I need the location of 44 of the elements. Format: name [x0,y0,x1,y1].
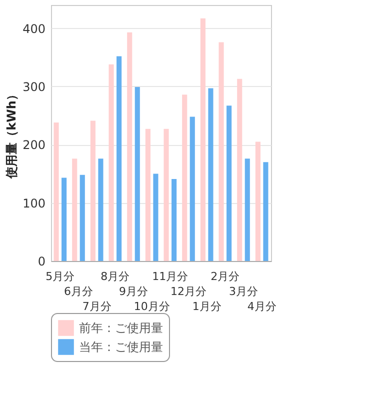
bar [108,64,114,261]
bar [153,174,158,261]
bar [255,142,260,261]
x-tick-label: 3月分 [229,285,258,298]
bar [164,128,169,261]
legend-label: 前年：ご使用量 [79,321,163,335]
x-tick-label: 6月分 [64,285,93,298]
y-tick-label: 100 [22,196,46,210]
y-tick-label: 0 [38,254,46,268]
x-tick-label: 9月分 [119,285,148,298]
x-tick-label: 12月分 [170,285,206,298]
bar [208,88,214,261]
bar [98,158,104,261]
x-tick-label: 8月分 [100,270,130,283]
bar [145,128,150,261]
x-tick-label: 7月分 [82,300,112,313]
x-tick-label: 4月分 [247,300,276,313]
y-tick-label: 300 [22,80,46,94]
bar [134,87,140,261]
bar [127,32,132,261]
bar [237,78,242,261]
bar [263,162,268,261]
bar [116,56,122,261]
bar [200,18,206,261]
y-axis-title: 使用量（kWh） [4,88,19,180]
bar [172,178,177,261]
bar [218,42,224,261]
bar [80,174,85,261]
x-tick-label: 5月分 [46,270,75,283]
x-tick-label: 10月分 [134,300,170,313]
bar [190,116,195,261]
bar [54,122,59,261]
bar [244,158,250,261]
y-tick-label: 400 [22,22,46,36]
bar [90,120,96,261]
x-tick-label: 1月分 [192,300,222,313]
x-tick-label: 2月分 [210,270,240,283]
y-tick-label: 200 [22,138,46,152]
x-tick-label: 11月分 [152,270,188,283]
bar [62,178,67,261]
bar [72,158,78,261]
legend-label: 当年：ご使用量 [79,340,163,354]
bar [226,106,232,261]
bar [182,94,188,261]
